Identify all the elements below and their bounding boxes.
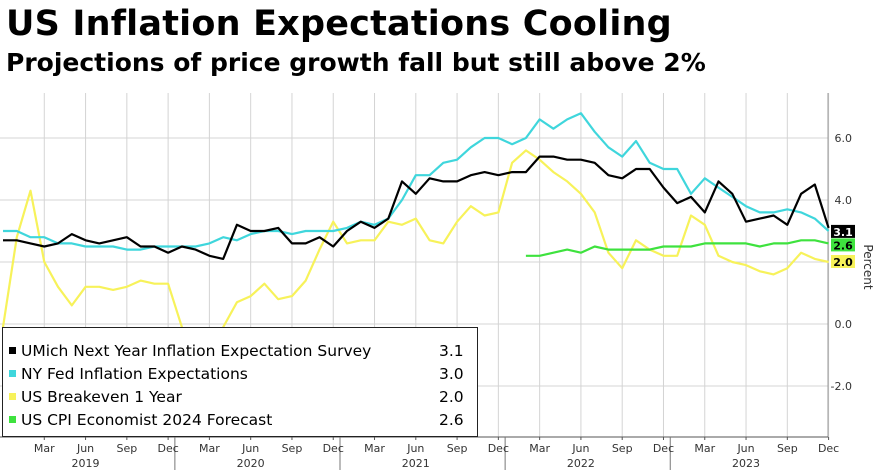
y-tick-label: 0.0 [835, 318, 853, 331]
series-lines [1, 112, 830, 403]
end-value-labels: 3.12.6 2.0 [831, 224, 855, 269]
end-label-breakeven: 2.0 [833, 256, 853, 269]
axes: 6.0 4.0 2.0 0.0 -2.0 Mar Jun Sep Dec Mar Jun Sep Dec… [0, 93, 852, 470]
page-title: US Inflation Expectations Cooling [6, 4, 672, 44]
x-tick-label: Mar [364, 442, 385, 455]
page-subtitle: Projections of price growth fall but sti… [6, 48, 706, 77]
end-label-cpi-bg [831, 238, 855, 252]
legend-swatch-nyfed [9, 370, 16, 377]
x-tick-label: Sep [282, 442, 303, 455]
x-year-label: 2023 [732, 457, 760, 470]
x-tick-label: Mar [34, 442, 55, 455]
x-tick-label: Dec [653, 442, 674, 455]
x-tick-label: Jun [76, 442, 94, 455]
legend-value-umich: 3.1 [439, 342, 464, 360]
series-line-breakeven [1, 149, 829, 403]
x-tick-label: Sep [612, 442, 633, 455]
y-tick-label: -2.0 [831, 380, 852, 393]
legend-swatch-cpi [9, 416, 16, 423]
legend-label-cpi: US CPI Economist 2024 Forecast [21, 411, 273, 429]
series-line-nyfed [3, 112, 830, 251]
x-tick-label: Jun [736, 442, 754, 455]
y-tick-label: 6.0 [835, 132, 853, 145]
series-line-cpi [525, 239, 829, 257]
x-tick-label: Sep [777, 442, 798, 455]
x-year-label: 2019 [72, 457, 100, 470]
end-label-umich: 3.1 [833, 226, 853, 239]
x-tick-label: Jun [241, 442, 259, 455]
legend-value-nyfed: 3.0 [439, 365, 464, 383]
legend-item-nyfed: NY Fed Inflation Expectations [9, 365, 248, 383]
legend-swatch-umich [9, 347, 16, 354]
x-tick-label: Dec [157, 442, 178, 455]
x-year-label: 2022 [567, 457, 595, 470]
y-axis-label: Percent [861, 244, 875, 289]
y-tick-label: 4.0 [835, 194, 853, 207]
legend-item-cpi: US CPI Economist 2024 Forecast [9, 411, 272, 429]
end-label-breakeven-bg [831, 255, 855, 268]
chart-legend: UMich Next Year Inflation Expectation Su… [2, 327, 478, 437]
x-tick-label: Sep [116, 442, 137, 455]
legend-value-cpi: 2.6 [439, 411, 464, 429]
x-year-label: 2021 [402, 457, 430, 470]
end-label-cpi: 2.6 [833, 239, 853, 252]
legend-label-nyfed: NY Fed Inflation Expectations [21, 365, 248, 383]
x-tick-label: Dec [818, 442, 839, 455]
x-tick-label: Mar [529, 442, 550, 455]
x-tick-label: Dec [323, 442, 344, 455]
x-tick-label: Jun [571, 442, 589, 455]
legend-label-umich: UMich Next Year Inflation Expectation Su… [21, 342, 372, 360]
legend-item-umich: UMich Next Year Inflation Expectation Su… [9, 342, 371, 360]
legend-value-breakeven: 2.0 [439, 388, 464, 406]
x-tick-label: Jun [406, 442, 424, 455]
x-tick-label: Dec [488, 442, 509, 455]
legend-item-breakeven: US Breakeven 1 Year [9, 388, 182, 406]
legend-swatch-breakeven [9, 393, 16, 400]
x-tick-label: Sep [447, 442, 468, 455]
x-tick-label: Mar [694, 442, 715, 455]
legend-label-breakeven: US Breakeven 1 Year [21, 388, 182, 406]
series-line-umich [3, 155, 830, 260]
x-year-label: 2020 [237, 457, 265, 470]
end-label-umich-bg [831, 224, 855, 238]
x-tick-label: Mar [199, 442, 220, 455]
